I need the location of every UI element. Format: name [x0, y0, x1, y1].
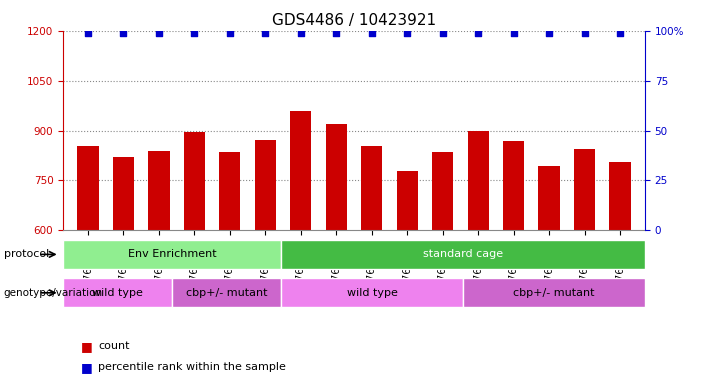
FancyBboxPatch shape	[463, 278, 645, 308]
Bar	[148, 151, 170, 384]
Bar	[397, 171, 418, 384]
FancyBboxPatch shape	[172, 278, 281, 308]
Bar	[113, 157, 134, 384]
Bar	[432, 152, 454, 384]
Text: wild type: wild type	[93, 288, 143, 298]
Text: count: count	[98, 341, 130, 351]
Point	[615, 30, 626, 36]
Text: genotype/variation: genotype/variation	[4, 288, 102, 298]
Text: Env Enrichment: Env Enrichment	[128, 249, 217, 260]
Point	[224, 30, 236, 36]
FancyBboxPatch shape	[281, 278, 463, 308]
Text: percentile rank within the sample: percentile rank within the sample	[98, 362, 286, 372]
Bar	[538, 166, 560, 384]
Bar	[609, 162, 631, 384]
Point	[366, 30, 377, 36]
Point	[472, 30, 484, 36]
Point	[259, 30, 271, 36]
Text: ■: ■	[81, 361, 93, 374]
Point	[118, 30, 129, 36]
Bar	[503, 141, 524, 384]
Bar	[184, 132, 205, 384]
Text: protocol: protocol	[4, 249, 49, 260]
Bar	[290, 111, 311, 384]
FancyBboxPatch shape	[63, 278, 172, 308]
FancyBboxPatch shape	[281, 240, 645, 269]
Point	[543, 30, 554, 36]
Bar	[326, 124, 347, 384]
Title: GDS4486 / 10423921: GDS4486 / 10423921	[272, 13, 436, 28]
FancyBboxPatch shape	[63, 240, 281, 269]
Text: wild type: wild type	[347, 288, 397, 298]
Bar	[254, 139, 276, 384]
Point	[154, 30, 165, 36]
Point	[82, 30, 93, 36]
Bar	[468, 131, 489, 384]
Text: standard cage: standard cage	[423, 249, 503, 260]
Point	[402, 30, 413, 36]
Bar	[361, 146, 382, 384]
Bar	[219, 152, 240, 384]
Point	[331, 30, 342, 36]
Bar	[574, 149, 595, 384]
Point	[189, 30, 200, 36]
Text: ■: ■	[81, 340, 93, 353]
Point	[508, 30, 519, 36]
Point	[295, 30, 306, 36]
Point	[579, 30, 590, 36]
Text: cbp+/- mutant: cbp+/- mutant	[513, 288, 594, 298]
Point	[437, 30, 449, 36]
Text: cbp+/- mutant: cbp+/- mutant	[186, 288, 268, 298]
Bar	[77, 146, 99, 384]
